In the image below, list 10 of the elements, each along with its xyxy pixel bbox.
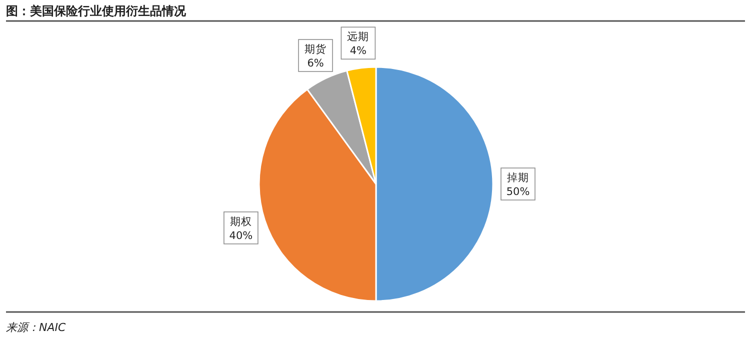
data-label: 40% xyxy=(229,230,253,242)
text: 图：美国保险行业使用衍生品情况 xyxy=(6,4,187,18)
slice-label: 期货 xyxy=(304,44,327,56)
source-note: 来源：NAIC xyxy=(6,321,66,334)
slice-label: 远期 xyxy=(347,31,370,44)
slice-label: 掉期 xyxy=(507,171,529,184)
data-label: 50% xyxy=(506,186,530,198)
slice-label: 期权 xyxy=(230,216,252,228)
data-label: 6% xyxy=(307,58,324,70)
data-label: 4% xyxy=(350,45,367,58)
